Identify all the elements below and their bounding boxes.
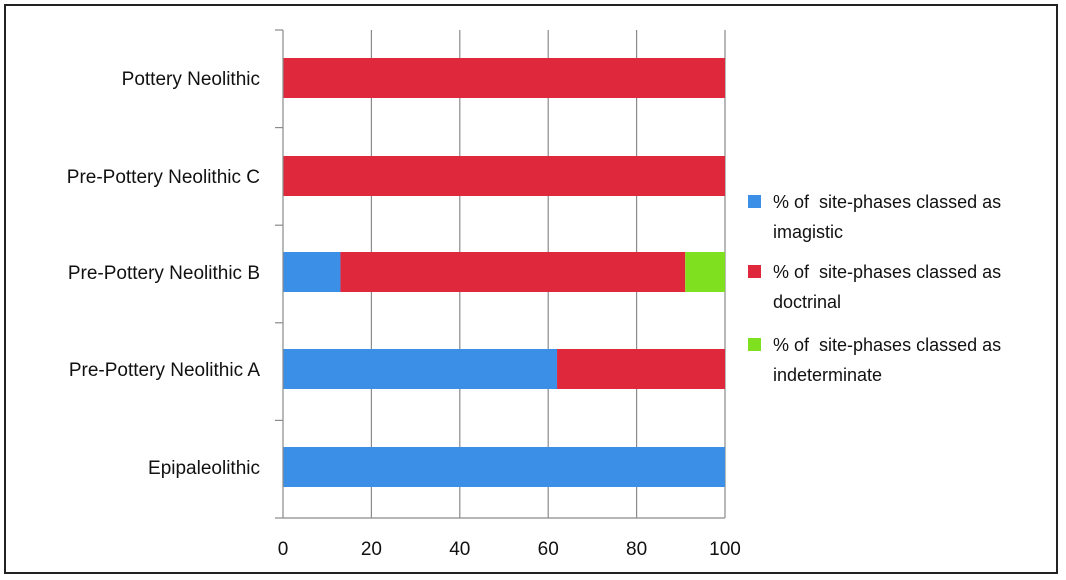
category-label: Pottery Neolithic [122, 69, 260, 90]
legend-label: indeterminate [773, 365, 882, 385]
legend-label: % of site-phases classed as [773, 192, 1001, 212]
x-tick-labels: 0 20 40 60 80 100 [278, 539, 741, 560]
bar-segment [283, 349, 558, 389]
bar-segment [283, 252, 341, 292]
category-label: Epipaleolithic [148, 458, 260, 479]
x-tick-label: 80 [626, 539, 647, 560]
bar-segment [283, 447, 725, 487]
legend: % of site-phases classed as imagistic % of… [748, 192, 1001, 385]
category-label: Pre-Pottery Neolithic B [68, 263, 260, 284]
category-labels: Pottery Neolithic Pre-Pottery Neolithic C… [67, 69, 261, 479]
legend-label: % of site-phases classed as [773, 262, 1001, 282]
x-tick-label: 60 [538, 539, 559, 560]
category-label: Pre-Pottery Neolithic C [67, 167, 260, 188]
bar-segment [283, 58, 725, 98]
x-tick-label: 0 [278, 539, 289, 560]
x-tick-label: 100 [709, 539, 741, 560]
bars [283, 58, 725, 487]
x-tick-label: 20 [361, 539, 382, 560]
legend-label: % of site-phases classed as [773, 335, 1001, 355]
bar-segment [557, 349, 725, 389]
legend-label: doctrinal [773, 292, 841, 312]
legend-label: imagistic [773, 222, 843, 242]
x-tick-label: 40 [449, 539, 470, 560]
legend-swatch [748, 338, 761, 351]
bar-segment [283, 156, 725, 196]
legend-swatch [748, 265, 761, 278]
legend-swatch [748, 195, 761, 208]
bar-segment [340, 252, 686, 292]
bar-segment [685, 252, 725, 292]
category-label: Pre-Pottery Neolithic A [69, 360, 260, 381]
axes [275, 29, 725, 519]
